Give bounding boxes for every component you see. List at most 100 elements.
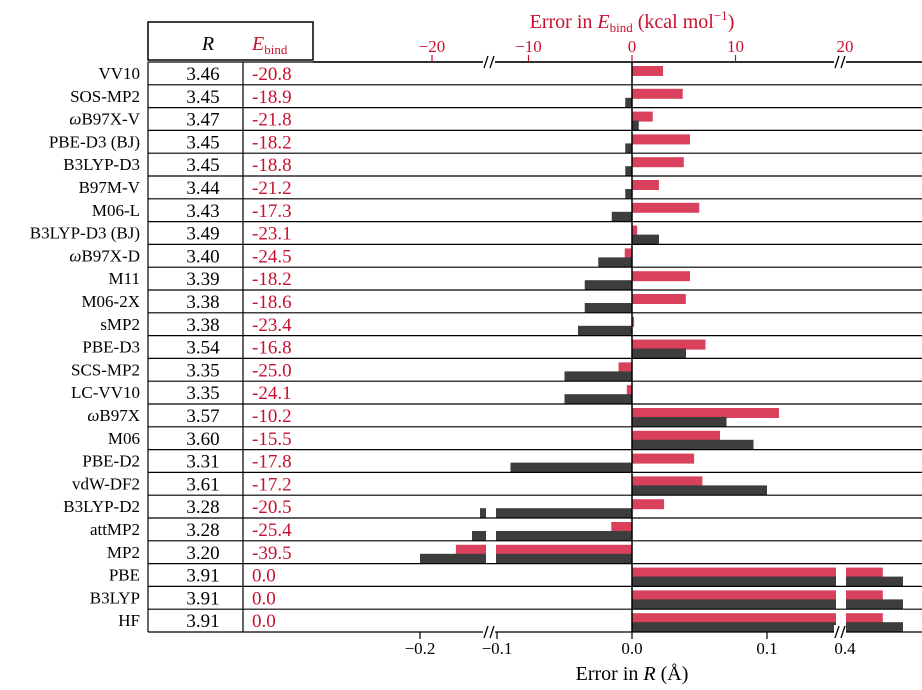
method-row: B97M-V 3.44 -21.2 <box>79 178 292 199</box>
method-name: attMP2 <box>90 520 140 539</box>
bottom-axis-label: Error in R (Å) <box>576 663 689 685</box>
method-name: B3LYP-D3 <box>63 155 140 174</box>
ebind-value: -17.8 <box>252 452 292 473</box>
method-name: ωB97X-D <box>69 246 140 265</box>
method-name: B3LYP <box>90 588 140 607</box>
bar-ebind-error <box>632 499 664 509</box>
top-tick-label: 0 <box>628 37 637 56</box>
r-value: 3.35 <box>186 360 219 381</box>
ebind-column-header: Ebind <box>251 33 288 57</box>
bottom-axis-ticks: −0.2 −0.1 0.0 0.1 0.4 <box>405 632 857 658</box>
break-gap <box>836 63 846 631</box>
bar-r-error <box>585 280 632 290</box>
method-row: M11 3.39 -18.2 <box>109 269 292 290</box>
top-tick-label: 20 <box>837 37 854 56</box>
r-value: 3.40 <box>186 246 219 267</box>
method-name: LC-VV10 <box>71 383 140 402</box>
bar-r-error <box>585 303 632 313</box>
bar-r-error <box>632 349 686 359</box>
r-value: 3.39 <box>186 269 219 290</box>
bar-ebind-error <box>632 431 720 441</box>
method-row: PBE-D3 3.54 -16.8 <box>82 338 291 359</box>
method-name: PBE <box>109 566 140 585</box>
method-row: VV10 3.46 -20.8 <box>98 64 291 85</box>
ebind-value: -18.6 <box>252 292 292 313</box>
method-name: MP2 <box>107 543 140 562</box>
bar-r-error <box>625 98 632 108</box>
bar-ebind-error <box>627 385 632 395</box>
bar-r-error <box>632 485 767 495</box>
ebind-value: -20.8 <box>252 64 292 85</box>
bar-r-error <box>632 577 903 587</box>
bottom-tick-label: 0.1 <box>756 639 777 658</box>
method-row: M06-2X 3.38 -18.6 <box>81 292 291 313</box>
ebind-value: -18.8 <box>252 155 292 176</box>
bar-ebind-error <box>632 340 705 350</box>
bar-ebind-error <box>632 454 694 464</box>
bar-ebind-error <box>611 522 632 532</box>
table-header-box <box>148 22 313 60</box>
r-value: 3.31 <box>186 452 219 473</box>
ebind-value: -23.1 <box>252 224 292 245</box>
r-value: 3.54 <box>186 338 220 359</box>
bar-ebind-error <box>632 271 690 281</box>
bar-ebind-error <box>632 294 686 304</box>
ebind-value: -17.2 <box>252 474 292 495</box>
method-row: sMP2 3.38 -23.4 <box>100 315 292 336</box>
r-value: 3.91 <box>186 566 219 587</box>
method-name: HF <box>118 611 140 630</box>
r-value: 3.38 <box>186 315 219 336</box>
method-row: SOS-MP2 3.45 -18.9 <box>70 87 292 108</box>
top-tick-label: 10 <box>727 37 744 56</box>
bar-r-error <box>625 166 632 176</box>
ebind-value: -10.2 <box>252 406 292 427</box>
method-row: ωB97X 3.57 -10.2 <box>87 406 291 427</box>
bar-r-error <box>625 143 632 153</box>
bar-ebind-error <box>456 545 632 555</box>
method-row: B3LYP 3.91 0.0 <box>90 588 276 609</box>
ebind-value: -25.0 <box>252 360 292 381</box>
method-row: attMP2 3.28 -25.4 <box>90 520 292 541</box>
r-value: 3.44 <box>186 178 220 199</box>
r-value: 3.28 <box>186 520 219 541</box>
bar-r-error <box>632 121 639 131</box>
bottom-tick-label: 0.4 <box>834 639 856 658</box>
r-value: 3.45 <box>186 132 219 153</box>
ebind-value: -21.2 <box>252 178 292 199</box>
bar-ebind-error <box>632 476 702 486</box>
ebind-value: -39.5 <box>252 543 292 564</box>
method-name: M06-L <box>92 201 140 220</box>
method-row: PBE 3.91 0.0 <box>109 566 276 587</box>
r-value: 3.91 <box>186 611 219 632</box>
bar-r-error <box>632 235 659 245</box>
ebind-value: -23.4 <box>252 315 292 336</box>
method-name: M06 <box>108 429 140 448</box>
bar-r-error <box>565 371 633 381</box>
bar-ebind-error <box>632 180 659 190</box>
bar-ebind-error <box>625 248 632 258</box>
top-axis-label: Error in Ebind (kcal mol−1) <box>530 8 735 35</box>
bar-r-error <box>565 394 633 404</box>
method-row: PBE-D2 3.31 -17.8 <box>82 452 291 473</box>
bar-r-error <box>632 440 754 450</box>
bar-ebind-error <box>632 157 684 167</box>
bar-r-error <box>420 554 632 564</box>
bottom-tick-label: −0.1 <box>482 639 513 658</box>
r-value: 3.38 <box>186 292 219 313</box>
r-value: 3.45 <box>186 87 219 108</box>
r-value: 3.46 <box>186 64 219 85</box>
r-value: 3.35 <box>186 383 219 404</box>
ebind-value: -20.5 <box>252 497 292 518</box>
method-row: B3LYP-D3 (BJ) 3.49 -23.1 <box>30 224 292 245</box>
method-name: VV10 <box>98 64 140 83</box>
bar-r-error <box>578 326 632 336</box>
break-gap <box>486 63 496 631</box>
method-row: ωB97X-D 3.40 -24.5 <box>69 246 291 267</box>
bar-ebind-error <box>632 226 637 236</box>
ebind-value: -21.8 <box>252 110 292 131</box>
method-row: B3LYP-D2 3.28 -20.5 <box>63 497 291 518</box>
top-tick-label: −10 <box>515 37 542 56</box>
method-name: PBE-D2 <box>82 452 140 471</box>
r-value: 3.20 <box>186 543 219 564</box>
